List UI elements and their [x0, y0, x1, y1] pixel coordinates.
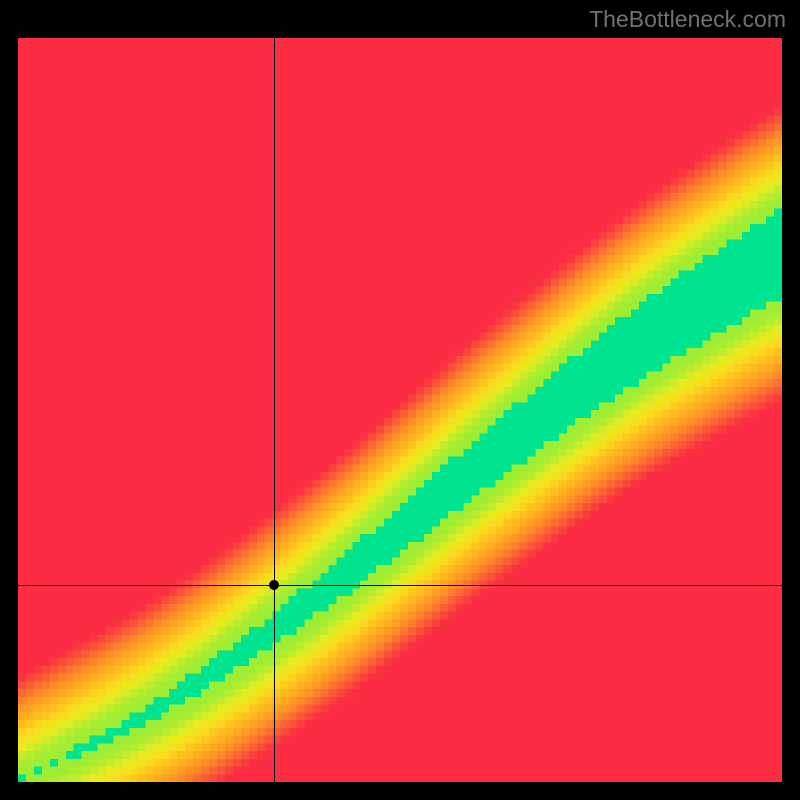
crosshair-marker — [269, 580, 279, 590]
crosshair-horizontal — [18, 585, 782, 586]
heatmap-canvas — [18, 38, 782, 782]
heatmap-chart — [18, 38, 782, 782]
crosshair-vertical — [274, 38, 275, 782]
watermark-text: TheBottleneck.com — [589, 6, 786, 33]
